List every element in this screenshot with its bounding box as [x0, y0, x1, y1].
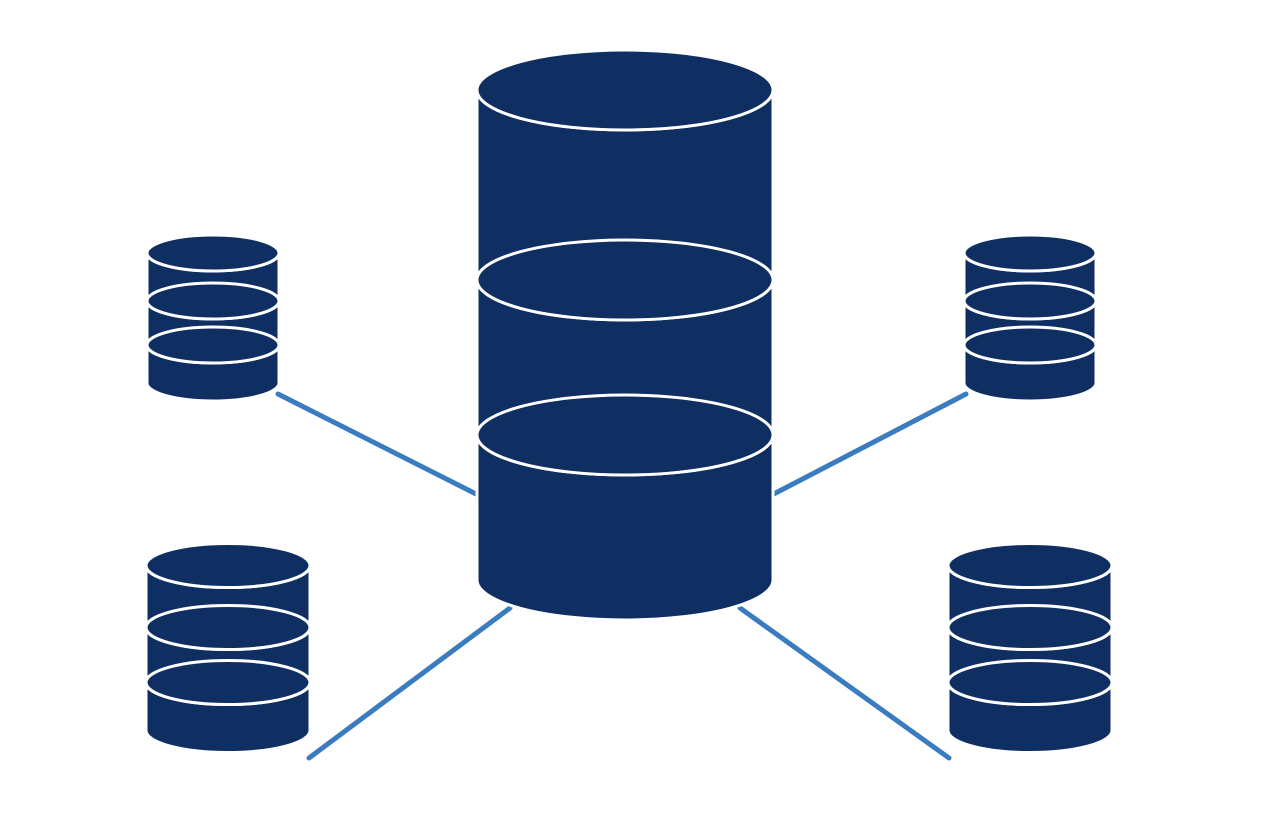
database-top-left-rim-1 [147, 283, 279, 319]
edge-center-to-bottom-left [309, 608, 510, 758]
edge-center-to-top-left [278, 394, 484, 498]
database-bottom-right-icon [948, 544, 1112, 753]
database-bottom-left-rim-1 [146, 606, 310, 650]
database-bottom-left-icon [146, 544, 310, 753]
database-top-left-icon [147, 235, 279, 401]
database-bottom-left-rim-2 [146, 661, 310, 705]
database-center-rim-1 [477, 240, 773, 320]
database-center-top-lid [477, 50, 773, 130]
database-bottom-right-rim-1 [948, 606, 1112, 650]
database-center-icon [477, 50, 773, 620]
database-top-right-rim-2 [964, 327, 1096, 363]
database-top-right-icon [964, 235, 1096, 401]
database-top-left-rim-2 [147, 327, 279, 363]
edge-center-to-top-right [766, 394, 966, 498]
database-bottom-left-top-lid [146, 544, 310, 588]
database-bottom-right-rim-2 [948, 661, 1112, 705]
database-network-diagram [0, 0, 1280, 825]
database-top-right-top-lid [964, 235, 1096, 271]
database-center-rim-2 [477, 395, 773, 475]
database-bottom-right-top-lid [948, 544, 1112, 588]
database-top-right-rim-1 [964, 283, 1096, 319]
edge-center-to-bottom-right [740, 608, 949, 758]
database-top-left-top-lid [147, 235, 279, 271]
